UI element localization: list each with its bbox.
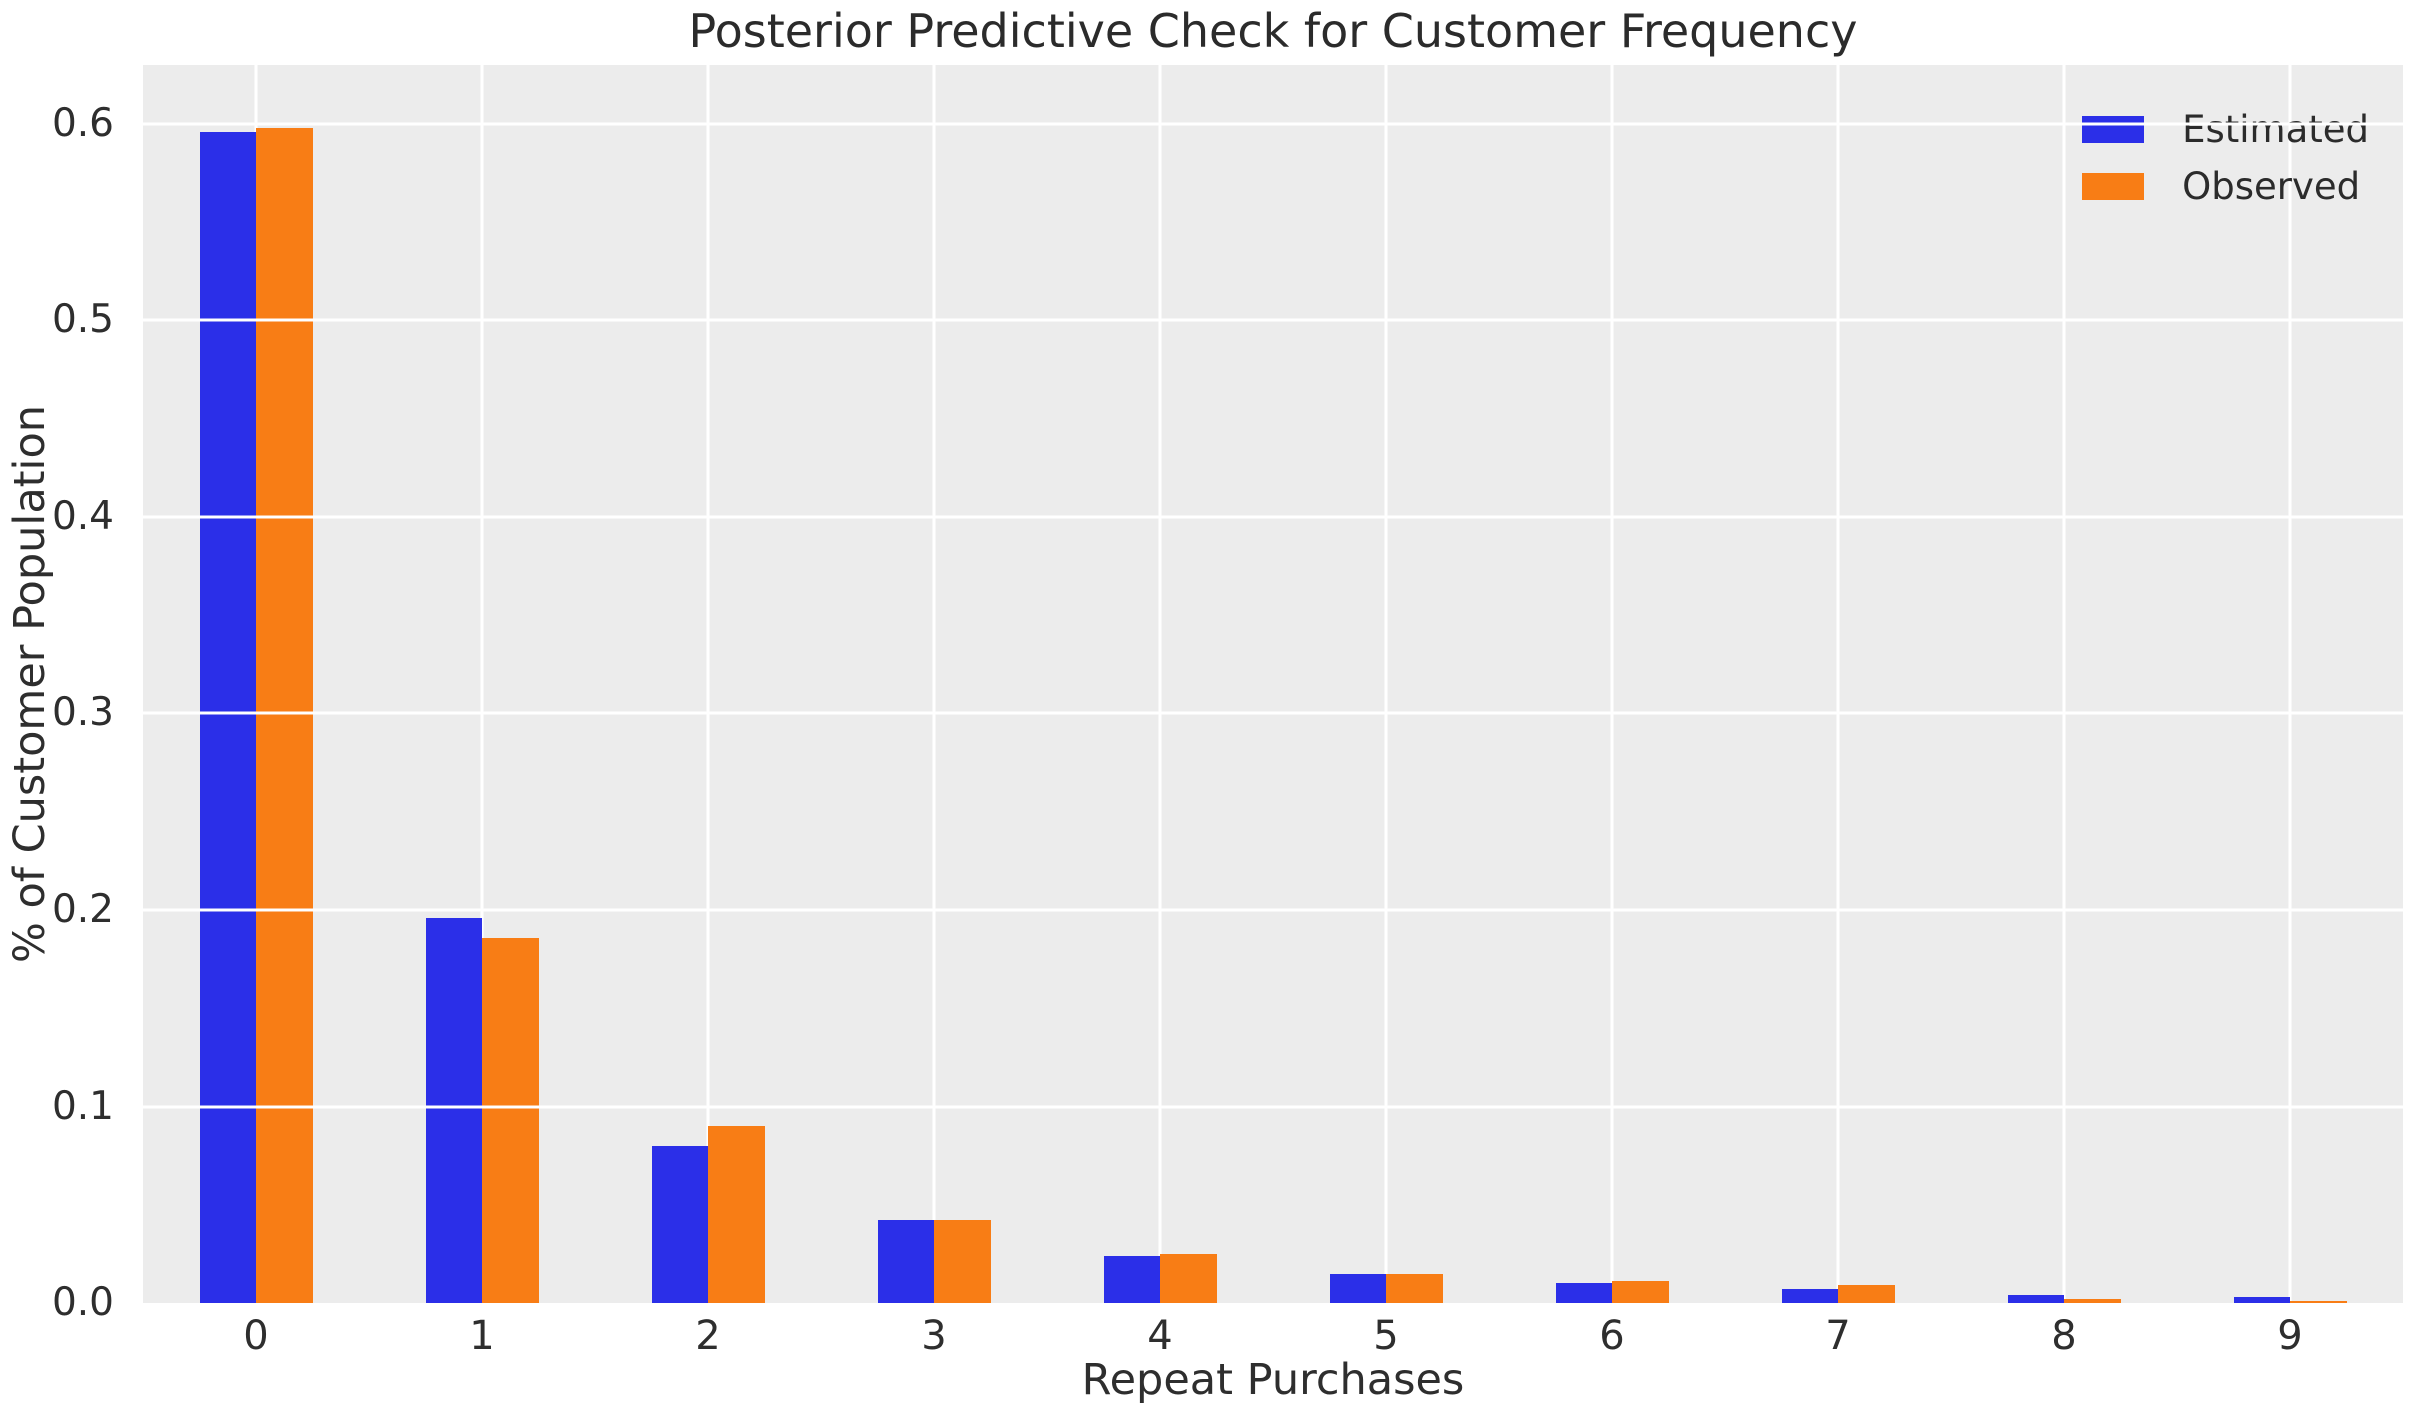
bar-group-8: 8 xyxy=(1951,65,2177,1359)
x-tick-6: 6 xyxy=(1599,1313,1625,1359)
x-tick-9: 9 xyxy=(2277,1313,2303,1359)
bar-estimated-4 xyxy=(1103,1255,1160,1303)
bar-estimated-3 xyxy=(877,1220,934,1303)
gridline-y-0.2 xyxy=(143,908,2403,912)
gridline-x-8 xyxy=(2062,65,2066,1303)
legend-item-estimated: Estimated xyxy=(2082,106,2369,152)
bar-estimated-9 xyxy=(2233,1297,2290,1303)
bar-groups: 0 1 2 3 4 5 6 7 8 9 xyxy=(143,65,2403,1359)
bar-group-7: 7 xyxy=(1725,65,1951,1359)
gridline-x-1 xyxy=(480,65,484,1303)
bar-observed-0 xyxy=(256,127,313,1303)
bar-group-2: 2 xyxy=(595,65,821,1359)
legend-item-observed: Observed xyxy=(2082,163,2369,209)
bar-group-3: 3 xyxy=(821,65,1047,1359)
gridline-x-2 xyxy=(706,65,710,1303)
legend: Estimated Observed xyxy=(2082,106,2369,220)
bar-estimated-7 xyxy=(1781,1289,1838,1303)
bar-estimated-8 xyxy=(2007,1295,2064,1303)
bar-group-5: 5 xyxy=(1273,65,1499,1359)
bar-group-6: 6 xyxy=(1499,65,1725,1359)
bar-observed-4 xyxy=(1160,1253,1217,1303)
bar-group-9: 9 xyxy=(2177,65,2403,1359)
bar-estimated-2 xyxy=(651,1145,708,1303)
gridline-x-9 xyxy=(2288,65,2292,1303)
bar-estimated-5 xyxy=(1329,1273,1386,1303)
legend-label-estimated: Estimated xyxy=(2182,107,2369,151)
x-tick-1: 1 xyxy=(469,1313,495,1359)
gridline-x-3 xyxy=(932,65,936,1303)
bar-observed-9 xyxy=(2290,1301,2347,1303)
bar-group-0: 0 xyxy=(143,65,369,1359)
legend-label-observed: Observed xyxy=(2182,164,2361,208)
y-tick-0.1: 0.1 xyxy=(51,1083,114,1129)
x-tick-3: 3 xyxy=(921,1313,947,1359)
bar-observed-6 xyxy=(1612,1281,1669,1303)
y-axis-ticks: 0.0 0.1 0.2 0.3 0.4 0.5 0.6 xyxy=(0,65,128,1322)
y-tick-0.2: 0.2 xyxy=(51,886,114,932)
bar-observed-7 xyxy=(1838,1285,1895,1303)
gridline-y-0.1 xyxy=(143,1105,2403,1108)
bar-observed-3 xyxy=(934,1220,991,1303)
y-tick-0.0: 0.0 xyxy=(51,1280,114,1325)
y-tick-0.4: 0.4 xyxy=(51,493,114,539)
gridline-y-0.3 xyxy=(143,711,2403,715)
gridline-x-7 xyxy=(1836,65,1840,1303)
bar-group-1: 1 xyxy=(369,65,595,1359)
gridline-x-4 xyxy=(1158,65,1162,1303)
bar-estimated-1 xyxy=(425,917,482,1303)
x-tick-7: 7 xyxy=(1825,1313,1851,1359)
y-tick-0.6: 0.6 xyxy=(51,100,114,146)
bar-observed-2 xyxy=(708,1126,765,1303)
x-tick-2: 2 xyxy=(695,1313,721,1359)
x-tick-0: 0 xyxy=(243,1313,269,1359)
legend-swatch-observed-icon xyxy=(2082,172,2145,200)
legend-swatch-estimated-icon xyxy=(2082,115,2145,143)
chart-title: Posterior Predictive Check for Customer … xyxy=(688,4,1858,58)
bar-observed-8 xyxy=(2064,1299,2121,1303)
y-tick-0.3: 0.3 xyxy=(51,690,114,736)
x-tick-5: 5 xyxy=(1373,1313,1399,1359)
x-tick-8: 8 xyxy=(2051,1313,2077,1359)
x-tick-4: 4 xyxy=(1147,1313,1173,1359)
gridline-y-0.4 xyxy=(143,515,2403,519)
gridline-x-5 xyxy=(1384,65,1388,1303)
bar-observed-5 xyxy=(1386,1273,1443,1303)
bar-group-4: 4 xyxy=(1047,65,1273,1359)
bar-observed-1 xyxy=(482,937,539,1303)
bar-estimated-0 xyxy=(199,131,256,1303)
bar-estimated-6 xyxy=(1555,1283,1612,1303)
gridline-x-6 xyxy=(1610,65,1614,1303)
plot-area: 0 1 2 3 4 5 6 7 8 9 Estimated Observed xyxy=(143,65,2403,1359)
gridline-y-0.5 xyxy=(143,318,2403,322)
gridline-y-0.6 xyxy=(143,122,2403,126)
y-tick-0.5: 0.5 xyxy=(51,297,114,343)
x-axis-label: Repeat Purchases xyxy=(1081,1355,1465,1405)
